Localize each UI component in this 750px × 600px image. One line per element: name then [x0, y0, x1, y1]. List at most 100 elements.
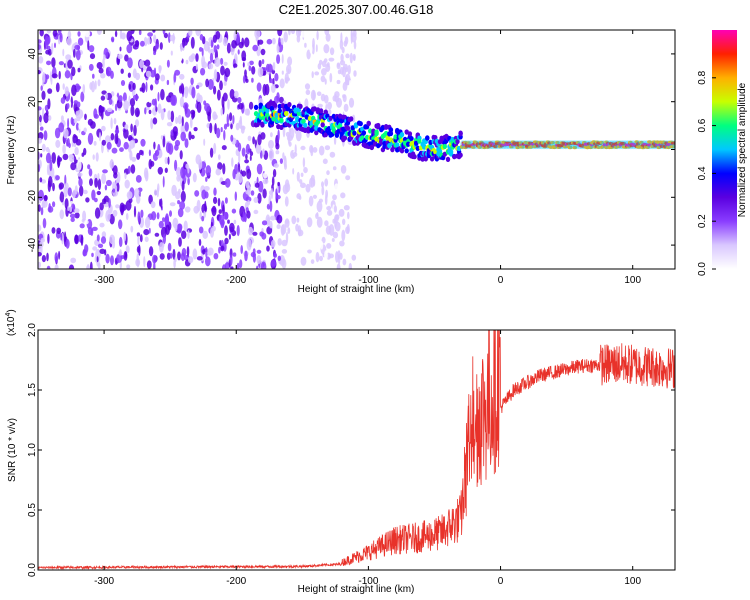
spectrogram-cell	[59, 32, 63, 43]
spectrogram-cell	[312, 147, 318, 153]
spectrogram-cell	[39, 177, 43, 183]
spectrogram-cell	[98, 132, 102, 142]
spectrogram-cell	[143, 229, 150, 236]
spectrogram-cell	[230, 134, 234, 142]
spectrogram-cell	[218, 214, 225, 225]
spectrogram-cell	[139, 149, 143, 156]
spectrogram-cell	[213, 196, 218, 204]
spectrogram-cell	[126, 30, 133, 42]
spectrogram-cell	[261, 232, 267, 240]
spectrogram-cell	[51, 227, 56, 234]
spectrogram-cell	[77, 172, 83, 177]
spectrogram-cell	[39, 121, 42, 126]
spectrogram-cell	[326, 209, 333, 216]
spectrogram-cell	[236, 262, 240, 269]
spectrogram-cell	[168, 32, 171, 44]
spectrogram-x-tick-label: 0	[498, 275, 504, 286]
spectrogram-x-ticks: -300 -200 -100 0 100	[94, 30, 641, 286]
spectrogram-cell	[195, 63, 198, 71]
spectrogram-cell	[89, 261, 93, 269]
spectrogram-cell	[252, 248, 256, 255]
spectrogram-cell	[231, 208, 237, 214]
spectrogram-cell	[325, 225, 332, 235]
spectrogram-cell	[176, 167, 182, 177]
spectrogram-cell	[181, 180, 185, 191]
spectrogram-cell	[94, 177, 98, 188]
snr-x-tick-label: -100	[358, 576, 378, 587]
spectrogram-cell	[270, 132, 273, 138]
spectrogram-cell	[147, 32, 154, 37]
spectrogram-cell	[118, 95, 123, 103]
spectrogram-cell	[94, 207, 101, 219]
spectrogram-cell	[285, 232, 289, 244]
spectrogram-cell	[186, 151, 193, 159]
spectrogram-cell	[172, 248, 176, 260]
spectrogram-cell	[260, 261, 267, 269]
spectrogram-cell	[167, 242, 172, 252]
spectrogram-cell	[222, 163, 226, 175]
spectrogram-cell	[94, 197, 98, 203]
spectrogram-cell	[145, 81, 148, 93]
spectrogram-cell	[174, 222, 178, 232]
spectrogram-cell	[126, 191, 133, 200]
spectrogram-cell	[57, 159, 60, 169]
spectrogram-x-tick-label: -300	[94, 275, 114, 286]
spectrogram-cell	[72, 189, 76, 199]
spectrogram-cell	[275, 142, 280, 150]
spectrogram-cell	[442, 151, 447, 157]
spectrogram-cell	[376, 122, 381, 129]
spectrogram-cell	[270, 84, 276, 93]
spectrogram-cell	[302, 157, 306, 168]
spectrogram-cell	[88, 168, 93, 177]
spectrogram-cell	[256, 82, 262, 92]
spectrogram-cell	[167, 156, 170, 165]
spectrogram-cell	[596, 145, 601, 149]
spectrogram-cell	[83, 147, 87, 156]
spectrogram-cell	[209, 52, 214, 63]
spectrogram-cell	[272, 37, 276, 45]
spectrogram-cell	[210, 39, 213, 48]
spectrogram-cell	[388, 127, 394, 133]
spectrogram-cell	[74, 234, 79, 244]
spectrogram-cell	[157, 103, 162, 114]
spectrogram-cell	[352, 130, 357, 136]
spectrogram-cell	[336, 62, 341, 67]
spectrogram-cell	[169, 210, 172, 217]
spectrogram-cell	[67, 187, 72, 197]
spectrogram-cell	[232, 115, 235, 125]
spectrogram-cell	[273, 252, 278, 258]
spectrogram-cell	[188, 55, 195, 63]
spectrogram-cell	[185, 59, 189, 65]
spectrogram-y-tick-label: 40	[27, 48, 38, 60]
spectrogram-cell	[314, 71, 320, 76]
spectrogram-cell	[229, 89, 235, 100]
spectrogram-cell	[152, 30, 156, 33]
spectrogram-cell	[216, 44, 220, 50]
spectrogram-cell	[187, 256, 194, 264]
spectrogram-cell	[130, 30, 135, 35]
spectrogram-cell	[190, 134, 195, 140]
spectrogram-cell	[99, 106, 105, 113]
spectrogram-cell	[172, 126, 178, 135]
spectrogram-cell	[140, 40, 145, 47]
spectrogram-cell	[150, 84, 154, 91]
spectrogram-cell	[118, 236, 123, 248]
spectrogram-cell	[369, 144, 374, 150]
spectrogram-marks	[38, 30, 675, 269]
spectrogram-cell	[83, 189, 88, 195]
spectrogram-cell	[347, 64, 351, 75]
spectrogram-cell	[166, 122, 173, 127]
spectrogram-cell	[272, 169, 277, 178]
spectrogram-cell	[203, 138, 206, 146]
spectrogram-cell	[326, 205, 332, 211]
spectrogram-cell	[45, 152, 52, 164]
spectrogram-cell	[224, 67, 231, 78]
spectrogram-cell	[292, 168, 295, 175]
spectrogram-cell	[276, 214, 283, 224]
spectrogram-cell	[300, 30, 307, 38]
spectrogram-cell	[296, 171, 300, 182]
spectrogram-cell	[155, 73, 160, 81]
spectrogram-cell	[203, 210, 207, 218]
spectrogram-cell	[200, 67, 206, 76]
